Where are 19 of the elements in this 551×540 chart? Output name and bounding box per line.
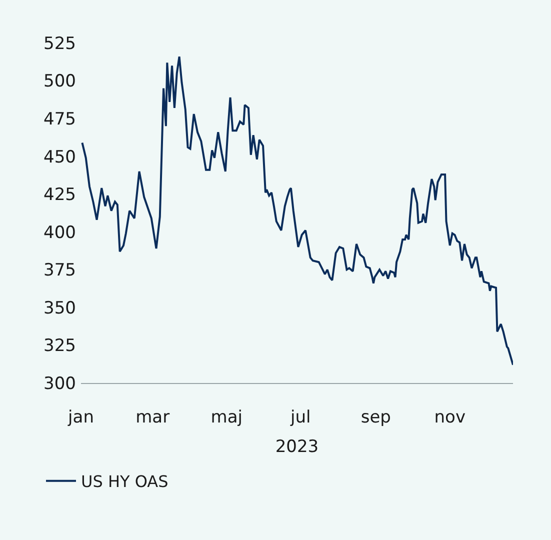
y-tick-label: 300 bbox=[44, 374, 76, 394]
x-tick-label: mar bbox=[136, 407, 170, 428]
line-series bbox=[81, 56, 513, 366]
y-tick-label: 325 bbox=[44, 336, 76, 356]
y-tick-label: 350 bbox=[44, 298, 76, 318]
x-tick-label: jan bbox=[67, 407, 94, 428]
y-tick-label: 500 bbox=[44, 72, 76, 92]
x-tick-label: nov bbox=[434, 407, 466, 428]
x-tick-label: maj bbox=[210, 407, 242, 428]
y-tick-label: 400 bbox=[44, 222, 76, 243]
y-tick-label: 475 bbox=[44, 110, 76, 130]
legend-label: US HY OAS bbox=[81, 472, 168, 492]
y-tick-label: 525 bbox=[44, 34, 76, 54]
y-tick-label: 450 bbox=[44, 147, 76, 168]
y-tick-label: 375 bbox=[44, 260, 76, 281]
x-tick-label: sep bbox=[360, 407, 391, 428]
y-tick-label: 425 bbox=[44, 185, 76, 206]
x-tick-label: jul bbox=[290, 407, 311, 428]
x-axis-title: 2023 bbox=[275, 436, 319, 457]
